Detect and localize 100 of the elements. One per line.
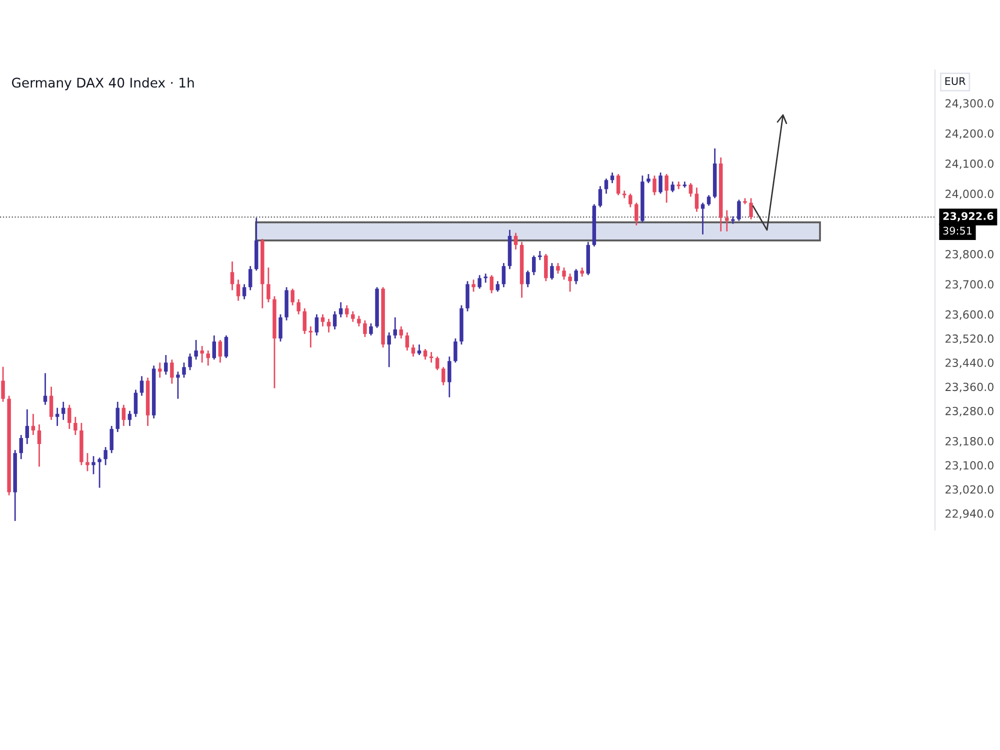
candlestick [544,253,548,282]
candlestick [128,410,132,427]
y-tick-label: 23,100.0 [946,461,994,471]
candlestick [664,173,668,204]
candlestick [170,358,174,384]
candlestick [616,173,620,196]
candlestick [706,194,711,206]
candlestick [688,182,693,198]
candlestick [104,446,108,466]
candlestick [610,172,614,184]
candlestick [652,174,656,196]
candlestick [670,180,674,193]
candlestick [737,199,741,222]
candlestick [399,326,404,340]
candlestick [344,304,349,318]
candlestick [248,265,252,291]
candlestick [369,322,373,336]
candlestick [86,452,90,472]
candlestick [604,178,608,194]
candlestick [568,272,572,292]
candlestick [98,456,102,488]
candlestick [700,202,705,236]
candlestick [212,334,216,360]
y-tick-label: 24,200.0 [946,129,994,139]
candlestick [224,334,228,359]
candlestick [25,408,30,445]
text: 39:51 [943,226,972,235]
candlestick [314,314,319,336]
candlestick [646,173,650,184]
candlestick [326,318,331,334]
candlestick [206,350,210,366]
candlestick [92,455,96,475]
candlestick [296,298,300,316]
candlestick [574,268,578,285]
candlestick [74,416,78,436]
candlestick [218,339,222,364]
candlestick [749,198,753,220]
candlestick [182,362,186,378]
candlestick [351,310,355,323]
candlestick [332,310,337,330]
candlestick [158,362,162,378]
y-tick-label: 23,360.0 [946,382,994,392]
text: Germany DAX 40 Index · 1h [12,77,194,90]
candlestick [454,338,458,364]
candlestick [526,270,530,288]
candlestick [387,332,391,368]
candlestick [417,344,422,356]
y-tick-label: 23,180.0 [946,436,994,447]
candlestick [140,375,144,396]
candlestick [556,262,560,274]
candlestick [405,332,410,352]
candlestick [55,407,60,427]
candlestick [411,344,416,358]
candlestick [37,424,42,468]
candlestick [393,316,397,340]
candlestick [31,413,36,436]
candlestick [242,283,246,300]
candlestick [266,266,270,303]
candlestick [236,278,240,302]
candlestick [472,278,476,292]
candlestick [338,302,343,318]
candlestick [188,352,192,371]
candlestick [694,186,699,212]
y-tick-label: 23,440.0 [946,358,994,368]
candlestick [110,425,114,454]
candlestick [19,434,23,460]
candlestick [634,202,638,226]
ref-line-label: 23,922.6 [943,212,994,222]
y-tick-label: 24,100.0 [946,159,994,170]
candlestick [357,315,361,328]
candlestick [363,320,367,338]
y-tick-label: 23,600.0 [946,310,994,320]
y-tick-label: 23,280.0 [946,406,994,416]
candlestick [484,272,488,284]
y-tick-label: 22,940.0 [946,509,994,519]
candlestick [550,262,554,280]
candlestick [176,370,180,400]
candlestick [598,185,602,208]
y-tick-label: 23,800.0 [946,250,994,260]
candlestick [290,288,294,306]
candlestick [320,314,325,328]
y-tick-label: 23,020.0 [946,485,994,495]
y-tick-label: 23,700.0 [946,280,994,290]
candlestick [532,254,536,276]
candlestick [61,401,66,421]
candlestick [194,339,198,360]
candlestick [502,262,506,288]
candlestick [514,232,518,250]
y-tick-label: 23,520.0 [946,334,994,344]
candlestick [442,366,446,386]
candlestick [230,260,234,291]
candlestick [448,356,452,398]
candlestick [562,266,566,280]
candlestick [43,372,48,406]
candlestick [429,351,434,364]
candlestick [580,266,584,278]
y-tick-label: 24,300.0 [946,99,994,109]
y-axis-title: EUR [945,77,966,85]
candlestick [308,326,313,348]
candlestick [164,354,168,376]
